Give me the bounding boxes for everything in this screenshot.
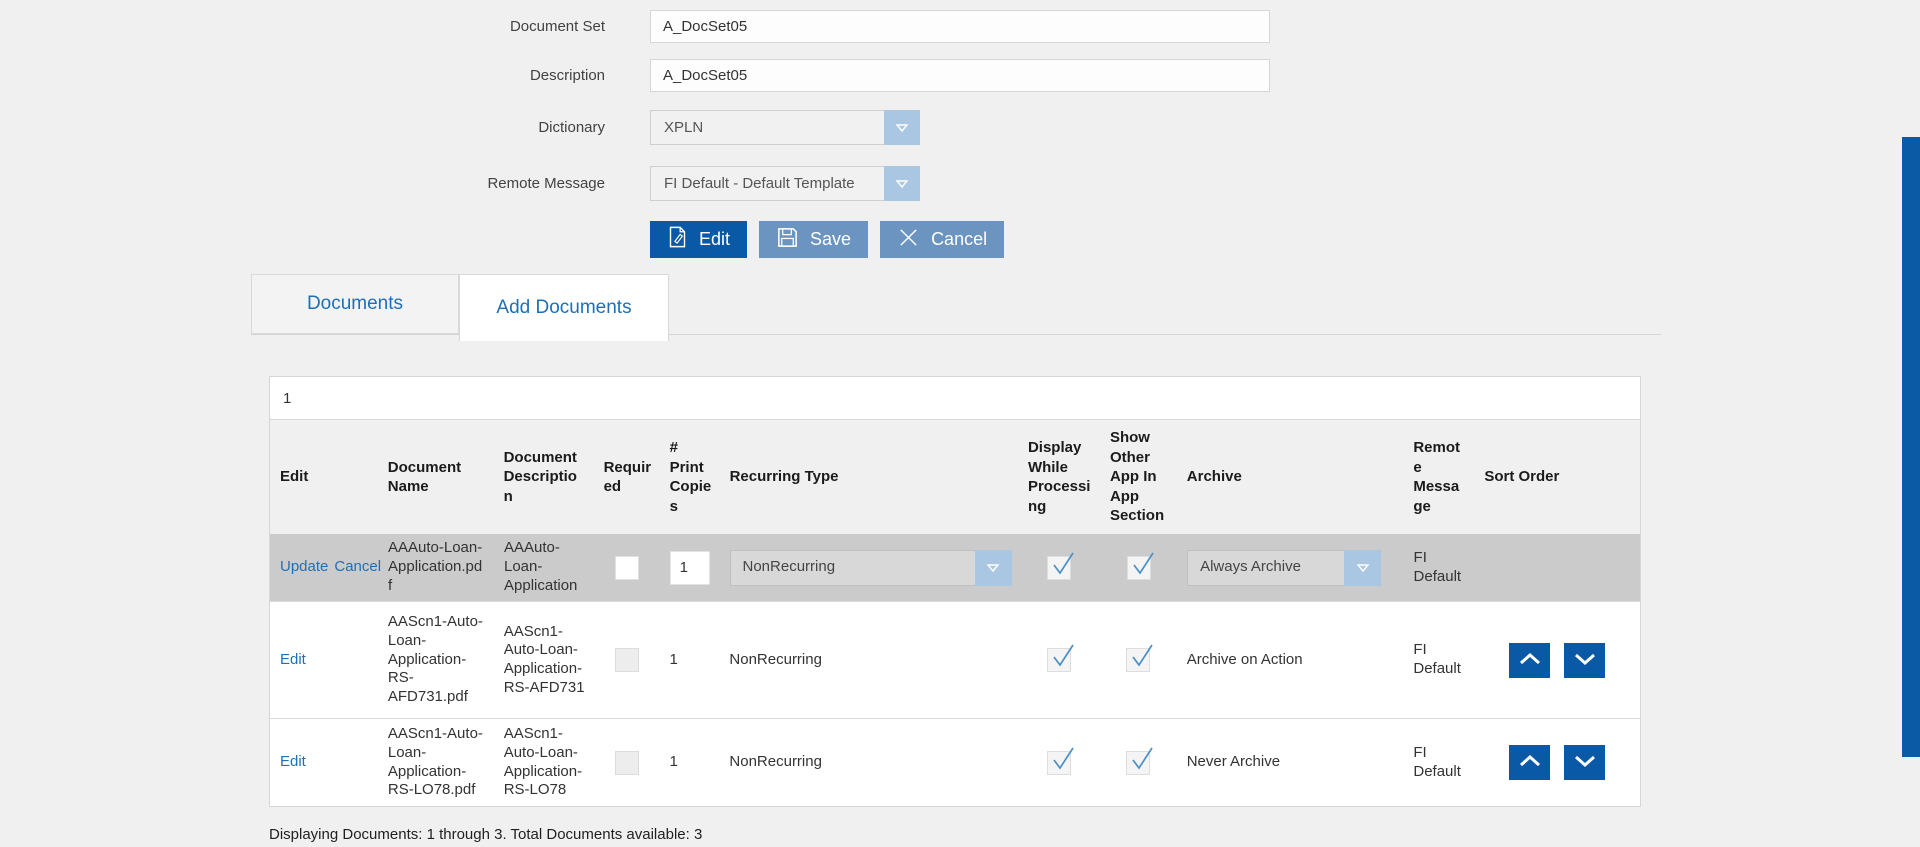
recurring-type-value[interactable]: NonRecurring [729, 549, 975, 586]
save-button[interactable]: Save [759, 221, 869, 258]
col-required: Required [603, 458, 652, 496]
sort-down-button[interactable] [1564, 642, 1606, 678]
remote-message-label: Remote Message [487, 175, 605, 192]
form-row-description: Description [0, 59, 1270, 92]
show-other-app-checkbox [1126, 644, 1153, 672]
tab-strip-divider [251, 334, 1661, 335]
vertical-scrollbar-thumb[interactable] [1902, 137, 1920, 757]
edit-link[interactable]: Edit [280, 650, 306, 668]
col-recurring-type: Recurring Type [729, 468, 839, 486]
display-while-processing-checkbox[interactable] [1047, 552, 1075, 580]
document-name: AAScn1-Auto-Loan-Application-RS-LO78.pdf [387, 725, 483, 799]
table-row: Edit AAScn1-Auto-Loan-Application-RS-LO7… [270, 718, 1640, 806]
dictionary-dropdown[interactable]: XPLN [650, 110, 920, 145]
documents-table: 1 Edit Document Name Document Descriptio… [269, 376, 1641, 807]
table-row: Edit AAScn1-Auto-Loan-Application-RS-AFD… [270, 601, 1640, 718]
tab-documents[interactable]: Documents [251, 274, 459, 334]
chevron-down-icon [1573, 652, 1597, 669]
form-action-buttons: Edit Save Cancel [650, 221, 1005, 258]
tab-add-documents-label: Add Documents [496, 297, 632, 318]
table-row: Update Cancel AAAuto-Loan-Application.pd… [270, 534, 1640, 601]
chevron-down-icon[interactable] [884, 110, 920, 145]
cancel-button[interactable]: Cancel [880, 221, 1005, 258]
display-while-processing-checkbox [1046, 644, 1074, 672]
save-button-label: Save [810, 229, 852, 249]
edit-button[interactable]: Edit [650, 221, 748, 258]
form-row-remote-message: Remote Message FI Default - Default Temp… [0, 166, 920, 201]
description-label: Description [529, 67, 605, 84]
chevron-up-icon [1518, 652, 1542, 669]
required-checkbox [614, 750, 639, 775]
recurring-type: NonRecurring [729, 753, 822, 771]
archive: Never Archive [1186, 753, 1281, 771]
document-set-label: Document Set [509, 18, 605, 35]
chevron-down-icon[interactable] [1344, 549, 1382, 586]
sort-down-button[interactable] [1564, 745, 1606, 780]
sort-up-button[interactable] [1509, 642, 1551, 678]
form-row-dictionary: Dictionary XPLN [0, 110, 920, 145]
show-other-app-checkbox[interactable] [1126, 552, 1154, 580]
required-checkbox [614, 648, 639, 672]
dictionary-label: Dictionary [538, 119, 605, 136]
document-set-input[interactable] [650, 10, 1270, 43]
archive: Archive on Action [1186, 650, 1303, 668]
col-archive: Archive [1186, 468, 1242, 486]
recurring-type: NonRecurring [729, 650, 822, 668]
col-sort-order: Sort Order [1484, 468, 1560, 486]
tab-add-documents[interactable]: Add Documents [459, 274, 669, 341]
document-description: AAAuto-Loan-Application [504, 539, 578, 594]
page-number-1[interactable]: 1 [283, 389, 292, 407]
archive-value[interactable]: Always Archive [1187, 549, 1345, 586]
remote-message: FI Default [1413, 548, 1462, 585]
edit-document-icon [667, 225, 688, 254]
chevron-down-icon[interactable] [884, 166, 920, 201]
remote-message-value[interactable]: FI Default - Default Template [650, 166, 884, 201]
print-copies: 1 [669, 753, 678, 771]
document-name: AAAuto-Loan-Application.pdf [388, 539, 483, 594]
col-document-description: Document Description [503, 448, 577, 505]
edit-link[interactable]: Edit [280, 753, 306, 771]
col-display-while-processing: Display While Processing [1027, 439, 1091, 515]
x-icon [897, 226, 920, 254]
col-remote-message: Remote Message [1413, 439, 1460, 515]
cancel-button-label: Cancel [931, 229, 988, 249]
save-floppy-icon [776, 226, 799, 254]
archive-dropdown[interactable]: Always Archive [1187, 549, 1382, 586]
col-show-other-app: Show Other App In App Section [1109, 429, 1165, 525]
sort-up-button[interactable] [1509, 745, 1551, 780]
display-while-processing-checkbox [1046, 747, 1074, 775]
form-row-document-set: Document Set [0, 10, 1270, 43]
cancel-link[interactable]: Cancel [334, 558, 382, 576]
pagination-bar: 1 [270, 377, 1640, 420]
recurring-type-dropdown[interactable]: NonRecurring [729, 549, 1012, 586]
description-input[interactable] [650, 59, 1270, 92]
table-summary: Displaying Documents: 1 through 3. Total… [269, 826, 703, 843]
chevron-up-icon [1518, 754, 1542, 771]
remote-message-dropdown[interactable]: FI Default - Default Template [650, 166, 920, 201]
document-description: AAScn1-Auto-Loan-Application-RS-AFD731 [503, 622, 585, 696]
col-edit: Edit [280, 468, 309, 486]
chevron-down-icon[interactable] [974, 549, 1012, 586]
col-print-copies: # Print Copies [669, 439, 712, 515]
print-copies-input[interactable] [669, 550, 710, 585]
col-document-name: Document Name [387, 458, 462, 496]
edit-button-label: Edit [699, 229, 731, 249]
table-header-row: Edit Document Name Document Description … [270, 420, 1640, 534]
document-description: AAScn1-Auto-Loan-Application-RS-LO78 [503, 725, 583, 799]
remote-message: FI Default [1413, 743, 1461, 780]
show-other-app-checkbox [1126, 747, 1153, 775]
chevron-down-icon [1573, 754, 1597, 771]
required-checkbox[interactable] [614, 555, 639, 580]
dictionary-value[interactable]: XPLN [650, 110, 884, 145]
remote-message: FI Default [1413, 641, 1461, 677]
document-name: AAScn1-Auto-Loan-Application-RS-AFD731.p… [387, 613, 483, 706]
tab-documents-label: Documents [306, 293, 404, 314]
update-link[interactable]: Update [280, 558, 329, 576]
print-copies: 1 [669, 650, 678, 668]
